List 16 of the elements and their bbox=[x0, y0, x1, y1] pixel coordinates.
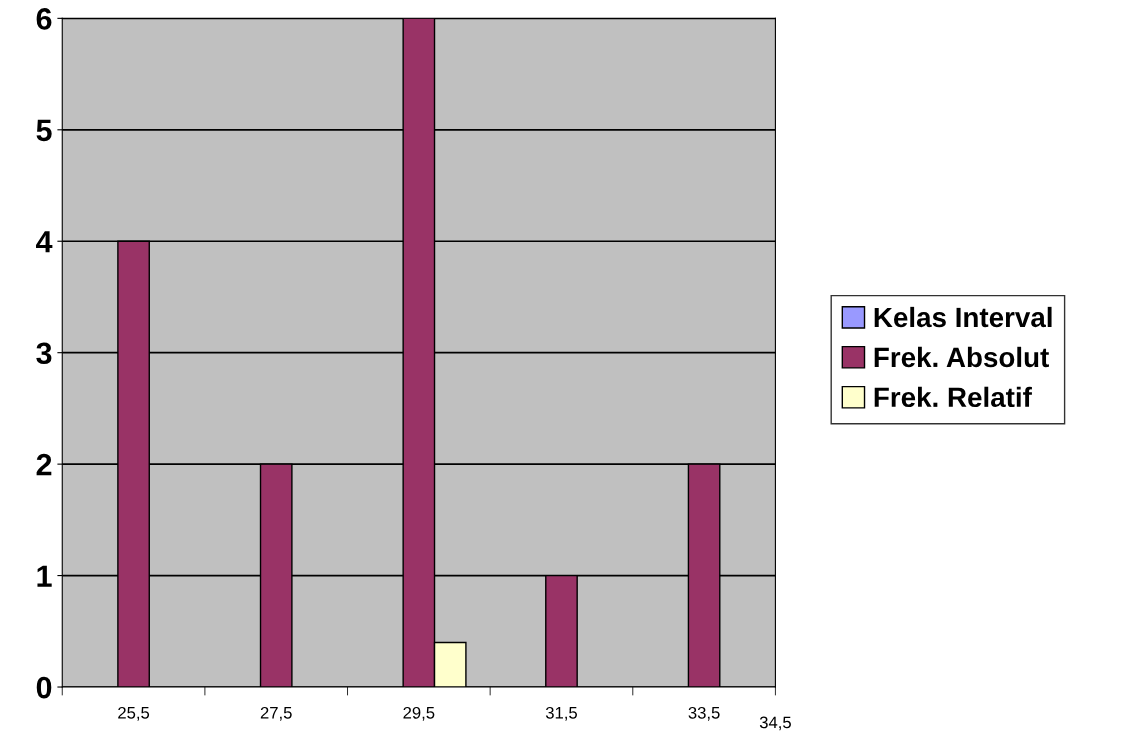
text: 34,5 bbox=[759, 716, 791, 731]
x-tick-label: 31,5 bbox=[545, 706, 577, 721]
y-tick-label: 6 bbox=[36, 8, 52, 30]
x-tick-label: 29,5 bbox=[403, 706, 435, 721]
legend-label: Kelas Interval bbox=[874, 306, 1052, 328]
y-tick-label: 4 bbox=[36, 231, 53, 253]
x-tick-label: 25,5 bbox=[118, 706, 150, 721]
legend-label: Frek. Absolut bbox=[874, 346, 1049, 368]
y-tick-label: 5 bbox=[36, 119, 52, 142]
legend-label: Frek. Relatif bbox=[874, 386, 1032, 408]
y-tick-label: 2 bbox=[36, 453, 52, 476]
x-tick-label: 27,5 bbox=[260, 706, 292, 721]
y-tick-label: 1 bbox=[37, 565, 52, 587]
y-tick-label: 0 bbox=[36, 676, 52, 699]
x-tick-label: 33,5 bbox=[688, 706, 720, 721]
y-tick-label: 3 bbox=[36, 342, 52, 365]
